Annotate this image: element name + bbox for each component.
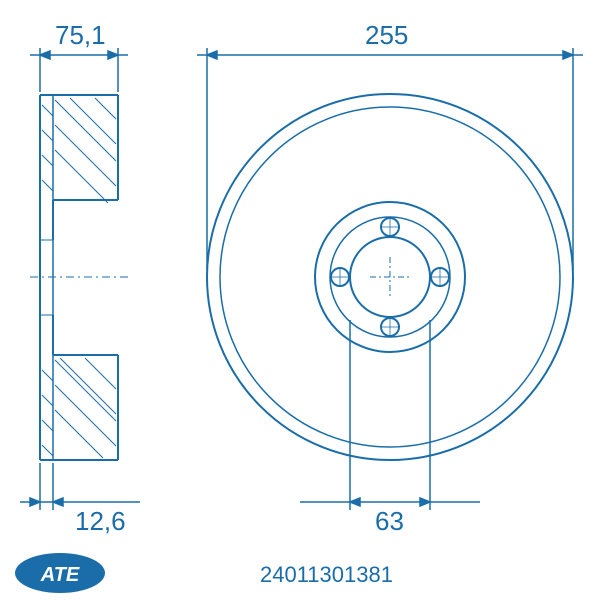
dim-diameter-label: 255 — [365, 20, 408, 50]
front-view — [207, 94, 573, 460]
side-view — [30, 95, 130, 460]
dim-offset-label: 75,1 — [55, 20, 106, 50]
ate-logo: ATE — [15, 553, 105, 593]
brand-label: ATE — [40, 564, 80, 586]
dim-thickness — [20, 463, 140, 510]
dim-offset — [30, 48, 128, 92]
dim-bolt-circle — [300, 320, 480, 510]
part-number: 24011301381 — [260, 562, 393, 587]
dim-bolt-circle-label: 63 — [375, 506, 404, 536]
dim-thickness-label: 12,6 — [75, 506, 126, 536]
brake-disc-diagram: 75,1 12,6 — [0, 0, 600, 600]
technical-drawing-svg: 75,1 12,6 — [0, 0, 600, 600]
